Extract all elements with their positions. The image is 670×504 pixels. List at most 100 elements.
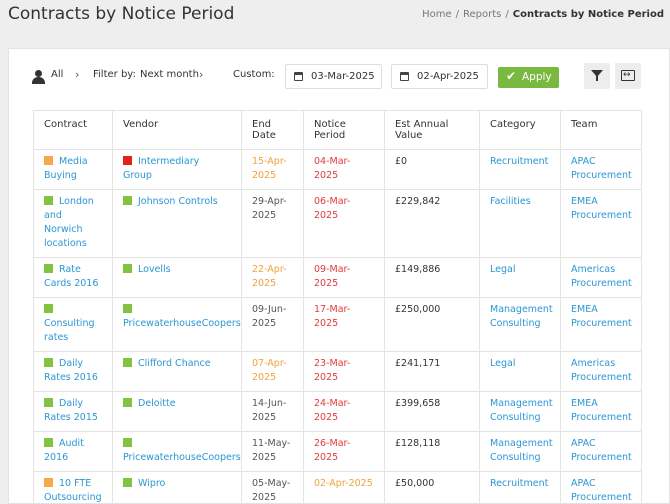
filter-by-label: Filter by: <box>93 69 136 80</box>
breadcrumb-home[interactable]: Home <box>422 9 452 20</box>
column-header-contract[interactable]: Contract <box>33 110 113 150</box>
vendor-cell: Lovells <box>112 257 242 298</box>
contract-link[interactable]: 10 FTE Outsourcing staff <box>44 478 102 503</box>
filter-button[interactable] <box>584 63 610 89</box>
team-link[interactable]: Americas Procurement <box>571 358 632 383</box>
vendor-link[interactable]: Deloitte <box>138 398 176 409</box>
category-link[interactable]: Facilities <box>490 196 531 207</box>
team-link[interactable]: APAC Procurement <box>571 438 632 463</box>
user-icon[interactable] <box>32 70 45 84</box>
contract-link[interactable]: London and Norwich locations <box>44 196 94 249</box>
breadcrumb-current: Contracts by Notice Period <box>512 9 664 20</box>
chevron-right-icon[interactable]: › <box>199 68 204 81</box>
category-cell: Management Consulting <box>479 297 561 352</box>
table-row[interactable]: Daily Rates 2016 Clifford Chance 07-Apr-20… <box>33 351 642 392</box>
vendor-link[interactable]: Lovells <box>138 264 171 275</box>
status-square-icon <box>44 304 53 313</box>
end-date-cell: 09-Jun-2025 <box>241 297 304 352</box>
vendor-link[interactable]: Intermediary Group <box>123 156 200 181</box>
expand-button[interactable]: ↔ <box>615 63 641 89</box>
contract-link[interactable]: Consulting rates <box>44 318 95 343</box>
category-cell: Facilities <box>479 189 561 258</box>
table-row[interactable]: Consulting rates PricewaterhouseCoopers 09… <box>33 297 642 352</box>
contract-cell: London and Norwich locations <box>33 189 113 258</box>
vendor-cell: PricewaterhouseCoopers <box>112 297 242 352</box>
category-link[interactable]: Management Consulting <box>490 304 553 329</box>
notice-period-value: 02-Apr-2025 <box>314 478 373 489</box>
vendor-cell: Johnson Controls <box>112 189 242 258</box>
table-row[interactable]: Audit 2016 PricewaterhouseCoopers 11-May-2… <box>33 431 642 472</box>
status-square-icon <box>123 358 132 367</box>
team-link[interactable]: EMEA Procurement <box>571 304 632 329</box>
team-link[interactable]: EMEA Procurement <box>571 196 632 221</box>
team-link[interactable]: APAC Procurement <box>571 478 632 503</box>
table-row[interactable]: Rate Cards 2016 Lovells 22-Apr-2025 09-Mar-… <box>33 257 642 298</box>
funnel-icon <box>591 70 603 77</box>
table-row[interactable]: London and Norwich locations Johnson Cont… <box>33 189 642 258</box>
table-row[interactable]: Media Buying Intermediary Group 15-Apr-202… <box>33 149 642 190</box>
status-square-icon <box>123 304 132 313</box>
apply-button[interactable]: ✔ Apply <box>498 67 559 88</box>
column-header-end-date[interactable]: End Date <box>241 110 304 150</box>
category-link[interactable]: Legal <box>490 264 516 275</box>
team-link[interactable]: Americas Procurement <box>571 264 632 289</box>
notice-period-value: 09-Mar-2025 <box>314 264 351 289</box>
table-row[interactable]: Daily Rates 2015 Deloitte 14-Jun-2025 24-Ma… <box>33 391 642 432</box>
end-date-cell: 05-May-2025 <box>241 471 304 504</box>
category-link[interactable]: Recruitment <box>490 156 549 167</box>
vendor-cell: Deloitte <box>112 391 242 432</box>
vendor-cell: PricewaterhouseCoopers <box>112 431 242 472</box>
category-cell: Recruitment <box>479 471 561 504</box>
contract-cell: Media Buying <box>33 149 113 190</box>
est-annual-value-cell: £0 <box>384 149 480 190</box>
vendor-cell: Wipro <box>112 471 242 504</box>
end-date-input[interactable]: 02-Apr-2025 <box>391 64 488 89</box>
column-header-est-annual-value[interactable]: Est Annual Value <box>384 110 480 150</box>
owner-filter[interactable]: All <box>51 69 64 80</box>
category-link[interactable]: Legal <box>490 358 516 369</box>
contract-cell: Rate Cards 2016 <box>33 257 113 298</box>
est-annual-value: £250,000 <box>395 304 441 315</box>
breadcrumb-reports[interactable]: Reports <box>463 9 502 20</box>
end-date-value: 29-Apr-2025 <box>252 196 287 221</box>
status-square-icon <box>123 196 132 205</box>
start-date-input[interactable]: 03-Mar-2025 <box>285 64 382 89</box>
table-row[interactable]: 10 FTE Outsourcing staff Wipro 05-May-2025… <box>33 471 642 504</box>
vendor-link[interactable]: Johnson Controls <box>138 196 218 207</box>
end-date-cell: 14-Jun-2025 <box>241 391 304 432</box>
est-annual-value: £0 <box>395 156 408 167</box>
chevron-right-icon[interactable]: › <box>75 68 80 81</box>
team-link[interactable]: APAC Procurement <box>571 156 632 181</box>
category-link[interactable]: Management Consulting <box>490 438 553 463</box>
est-annual-value: £399,658 <box>395 398 441 409</box>
est-annual-value-cell: £128,118 <box>384 431 480 472</box>
end-date-value: 15-Apr-2025 <box>252 156 287 181</box>
contract-link[interactable]: Daily Rates 2015 <box>44 398 98 423</box>
vendor-link[interactable]: PricewaterhouseCoopers <box>123 318 241 329</box>
column-header-vendor[interactable]: Vendor <box>112 110 242 150</box>
contract-link[interactable]: Audit 2016 <box>44 438 84 463</box>
column-header-team[interactable]: Team <box>560 110 642 150</box>
contract-link[interactable]: Daily Rates 2016 <box>44 358 98 383</box>
notice-period-cell: 26-Mar-2025 <box>303 431 385 472</box>
calendar-icon <box>400 72 409 81</box>
vendor-link[interactable]: PricewaterhouseCoopers <box>123 452 241 463</box>
est-annual-value-cell: £241,171 <box>384 351 480 392</box>
end-date-value: 11-May-2025 <box>252 438 291 463</box>
report-panel: All › Filter by: Next month › Custom: 03… <box>8 48 670 504</box>
column-header-category[interactable]: Category <box>479 110 561 150</box>
contract-link[interactable]: Rate Cards 2016 <box>44 264 99 289</box>
notice-period-value: 06-Mar-2025 <box>314 196 351 221</box>
column-header-notice-period[interactable]: Notice Period <box>303 110 385 150</box>
status-square-icon <box>123 398 132 407</box>
filter-by-select[interactable]: Next month <box>140 69 199 80</box>
team-link[interactable]: EMEA Procurement <box>571 398 632 423</box>
status-square-icon <box>44 438 53 447</box>
end-date-cell: 07-Apr-2025 <box>241 351 304 392</box>
category-link[interactable]: Management Consulting <box>490 398 553 423</box>
vendor-link[interactable]: Wipro <box>138 478 166 489</box>
contract-link[interactable]: Media Buying <box>44 156 88 181</box>
notice-period-value: 26-Mar-2025 <box>314 438 351 463</box>
category-link[interactable]: Recruitment <box>490 478 549 489</box>
vendor-link[interactable]: Clifford Chance <box>138 358 211 369</box>
